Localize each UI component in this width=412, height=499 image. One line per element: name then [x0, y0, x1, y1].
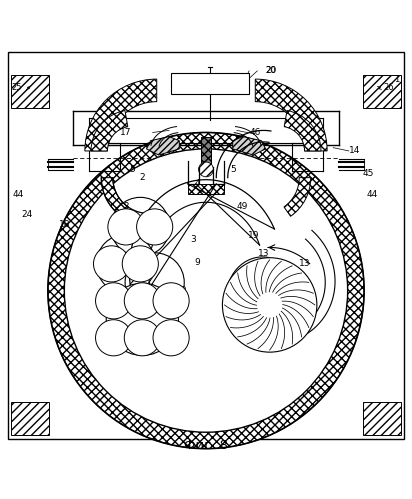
Text: Фиг. 8: Фиг. 8 [184, 439, 228, 452]
Wedge shape [101, 178, 128, 217]
Polygon shape [146, 137, 179, 155]
Circle shape [96, 283, 132, 319]
Circle shape [48, 132, 364, 449]
Circle shape [122, 246, 158, 282]
Text: 17: 17 [120, 128, 132, 137]
Bar [201, 137, 211, 167]
Text: 1: 1 [394, 74, 400, 84]
Text: 10: 10 [176, 286, 187, 295]
Wedge shape [85, 79, 157, 151]
Circle shape [137, 209, 173, 245]
Text: 44: 44 [367, 190, 378, 199]
Text: 24: 24 [21, 210, 32, 219]
Text: 3: 3 [190, 235, 196, 244]
Text: 14: 14 [349, 146, 360, 156]
Circle shape [124, 320, 160, 356]
Text: 26: 26 [384, 83, 394, 92]
Circle shape [222, 257, 317, 352]
Text: 9: 9 [194, 258, 200, 267]
Text: 5: 5 [129, 165, 135, 174]
Bar [187, 184, 225, 194]
Text: 46: 46 [250, 128, 261, 137]
Text: 20: 20 [266, 65, 276, 74]
Circle shape [153, 283, 189, 319]
Text: 44: 44 [13, 190, 24, 199]
Wedge shape [255, 79, 327, 151]
Text: 4: 4 [194, 179, 200, 188]
Circle shape [108, 209, 144, 245]
Text: 13: 13 [258, 249, 269, 258]
Text: 49: 49 [236, 202, 248, 211]
Wedge shape [284, 110, 321, 151]
Polygon shape [233, 137, 266, 155]
Text: 2: 2 [140, 173, 145, 182]
Text: 39: 39 [126, 231, 137, 240]
Bar [363, 74, 401, 108]
Bar [171, 73, 249, 94]
Text: 45: 45 [363, 169, 374, 178]
Text: 5: 5 [230, 165, 236, 174]
Text: 18: 18 [59, 221, 70, 230]
Bar [363, 402, 401, 435]
Bar [11, 74, 49, 108]
Wedge shape [91, 110, 128, 151]
Circle shape [124, 283, 160, 319]
Bar [11, 402, 49, 435]
Circle shape [199, 162, 213, 177]
Circle shape [64, 149, 348, 432]
Text: 13: 13 [299, 259, 310, 268]
Circle shape [153, 320, 189, 356]
Circle shape [96, 320, 132, 356]
Circle shape [94, 246, 130, 282]
Text: 20: 20 [266, 65, 277, 74]
Wedge shape [284, 178, 311, 217]
Text: 48: 48 [118, 202, 129, 211]
Text: 25: 25 [12, 83, 22, 92]
Text: 19: 19 [248, 231, 259, 240]
